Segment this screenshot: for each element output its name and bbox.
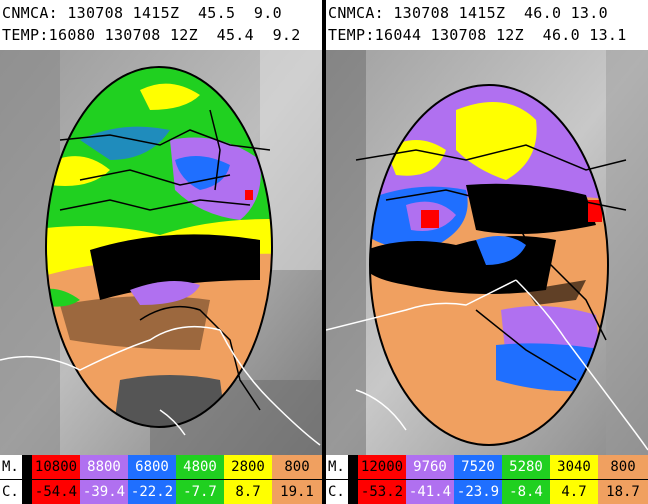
right-legend-temp-6: 18.7 xyxy=(598,480,648,504)
right-legend-height-5: 3040 xyxy=(550,455,598,479)
left-coastline xyxy=(0,325,321,446)
right-legend-temp-1: -53.2 xyxy=(358,480,406,504)
left-header-line1: CNMCA: 130708 1415Z 45.5 9.0 xyxy=(2,4,282,22)
left-legend-height-3: 6800 xyxy=(128,455,176,479)
left-header: CNMCA: 130708 1415Z 45.5 9.0 TEMP:16080 1… xyxy=(0,0,322,50)
left-legend-temp-1: -54.4 xyxy=(32,480,80,504)
right-legend-height-4: 5280 xyxy=(502,455,550,479)
left-header-line2: TEMP:16080 130708 12Z 45.4 9.2 xyxy=(2,26,301,44)
right-legend-height-6: 800 xyxy=(598,455,648,479)
left-legend-temp-4: -7.7 xyxy=(176,480,224,504)
left-radar-boundary xyxy=(45,66,273,428)
left-legend-temp-5: 8.7 xyxy=(224,480,272,504)
right-legend-height-1: 12000 xyxy=(358,455,406,479)
left-legend-temp-6: 19.1 xyxy=(272,480,322,504)
right-satellite-map xyxy=(326,50,648,455)
right-header-line2: TEMP:16044 130708 12Z 46.0 13.1 xyxy=(328,26,627,44)
right-legend-temp-row: C. -53.2 -41.4 -23.9 -8.4 4.7 18.7 xyxy=(326,480,648,504)
right-legend-height-3: 7520 xyxy=(454,455,502,479)
left-sounding-panel: CNMCA: 130708 1415Z 45.5 9.0 TEMP:16080 1… xyxy=(0,0,322,504)
right-legend-temp-5: 4.7 xyxy=(550,480,598,504)
right-legend-height-row: M. 12000 9760 7520 5280 3040 800 xyxy=(326,455,648,479)
left-legend: M. 10800 8800 6800 4800 2800 800 C. -54.… xyxy=(0,455,322,504)
left-legend-height-6: 800 xyxy=(272,455,322,479)
right-sounding-panel: CNMCA: 130708 1415Z 46.0 13.0 TEMP:16044 … xyxy=(326,0,648,504)
right-header-line1: CNMCA: 130708 1415Z 46.0 13.0 xyxy=(328,4,608,22)
left-legend-height-2: 8800 xyxy=(80,455,128,479)
right-radar-boundary xyxy=(369,84,609,446)
panel-divider xyxy=(322,0,326,504)
right-header: CNMCA: 130708 1415Z 46.0 13.0 TEMP:16044 … xyxy=(326,0,648,50)
left-legend-temp-2: -39.4 xyxy=(80,480,128,504)
left-legend-temp-row: C. -54.4 -39.4 -22.2 -7.7 8.7 19.1 xyxy=(0,480,322,504)
left-legend-height-row: M. 10800 8800 6800 4800 2800 800 xyxy=(0,455,322,479)
right-legend: M. 12000 9760 7520 5280 3040 800 C. -53.… xyxy=(326,455,648,504)
right-legend-height-label: M. xyxy=(326,455,348,479)
right-legend-temp-label: C. xyxy=(326,480,348,504)
right-legend-temp-2: -41.4 xyxy=(406,480,454,504)
left-legend-height-1: 10800 xyxy=(32,455,80,479)
right-coastline xyxy=(326,279,648,451)
left-legend-temp-3: -22.2 xyxy=(128,480,176,504)
left-legend-height-label: M. xyxy=(0,455,22,479)
right-legend-temp-4: -8.4 xyxy=(502,480,550,504)
left-legend-height-4: 4800 xyxy=(176,455,224,479)
right-legend-temp-3: -23.9 xyxy=(454,480,502,504)
right-borders xyxy=(355,144,627,381)
right-cloud-top-overlay xyxy=(370,85,608,445)
left-legend-height-5: 2800 xyxy=(224,455,272,479)
right-legend-height-2: 9760 xyxy=(406,455,454,479)
left-legend-temp-label: C. xyxy=(0,480,22,504)
left-satellite-map xyxy=(0,50,322,455)
